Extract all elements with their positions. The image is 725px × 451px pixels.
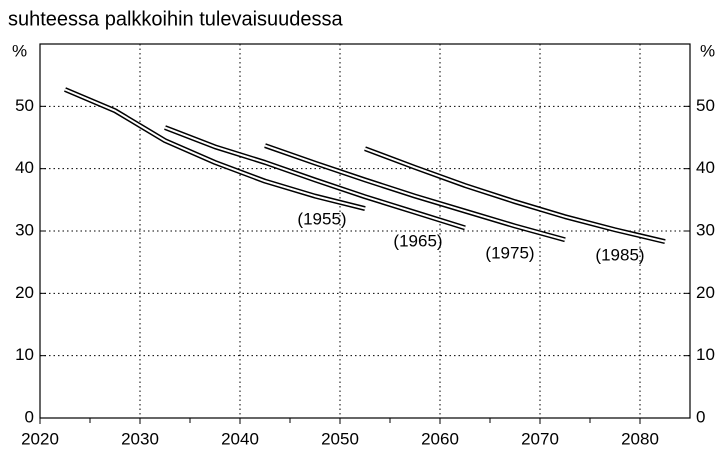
y-tick-label: 50 <box>15 96 34 115</box>
y2-tick-label: 50 <box>696 96 715 115</box>
y-tick-label: 0 <box>25 407 34 426</box>
x-tick-label: 2050 <box>321 429 359 448</box>
series-line-inner <box>64 88 366 210</box>
chart-title: suhteessa palkkoihin tulevaisuudessa <box>8 8 344 30</box>
y2-tick-label: 20 <box>696 283 715 302</box>
series-label: (1985) <box>595 245 644 264</box>
y-tick-label: 20 <box>15 283 34 302</box>
y2-axis-label: % <box>700 41 715 60</box>
plot-frame <box>39 43 691 419</box>
y2-tick-label: 40 <box>696 158 715 177</box>
series-label: (1965) <box>393 231 442 250</box>
x-tick-label: 2030 <box>121 429 159 448</box>
series-line-inner <box>364 147 666 243</box>
x-tick-label: 2060 <box>421 429 459 448</box>
series-line-inner <box>264 144 566 241</box>
x-tick-label: 2070 <box>521 429 559 448</box>
y-axis-label: % <box>12 41 27 60</box>
y2-tick-label: 30 <box>696 220 715 239</box>
y-tick-label: 30 <box>15 220 34 239</box>
y2-tick-label: 0 <box>696 407 705 426</box>
x-tick-label: 2040 <box>221 429 259 448</box>
series-label: (1955) <box>297 209 346 228</box>
x-tick-label: 2020 <box>21 429 59 448</box>
y2-tick-label: 10 <box>696 345 715 364</box>
x-tick-label: 2080 <box>621 429 659 448</box>
y-tick-label: 40 <box>15 158 34 177</box>
series-line-inner <box>164 126 466 229</box>
series-label: (1975) <box>485 243 534 262</box>
y-tick-label: 10 <box>15 345 34 364</box>
